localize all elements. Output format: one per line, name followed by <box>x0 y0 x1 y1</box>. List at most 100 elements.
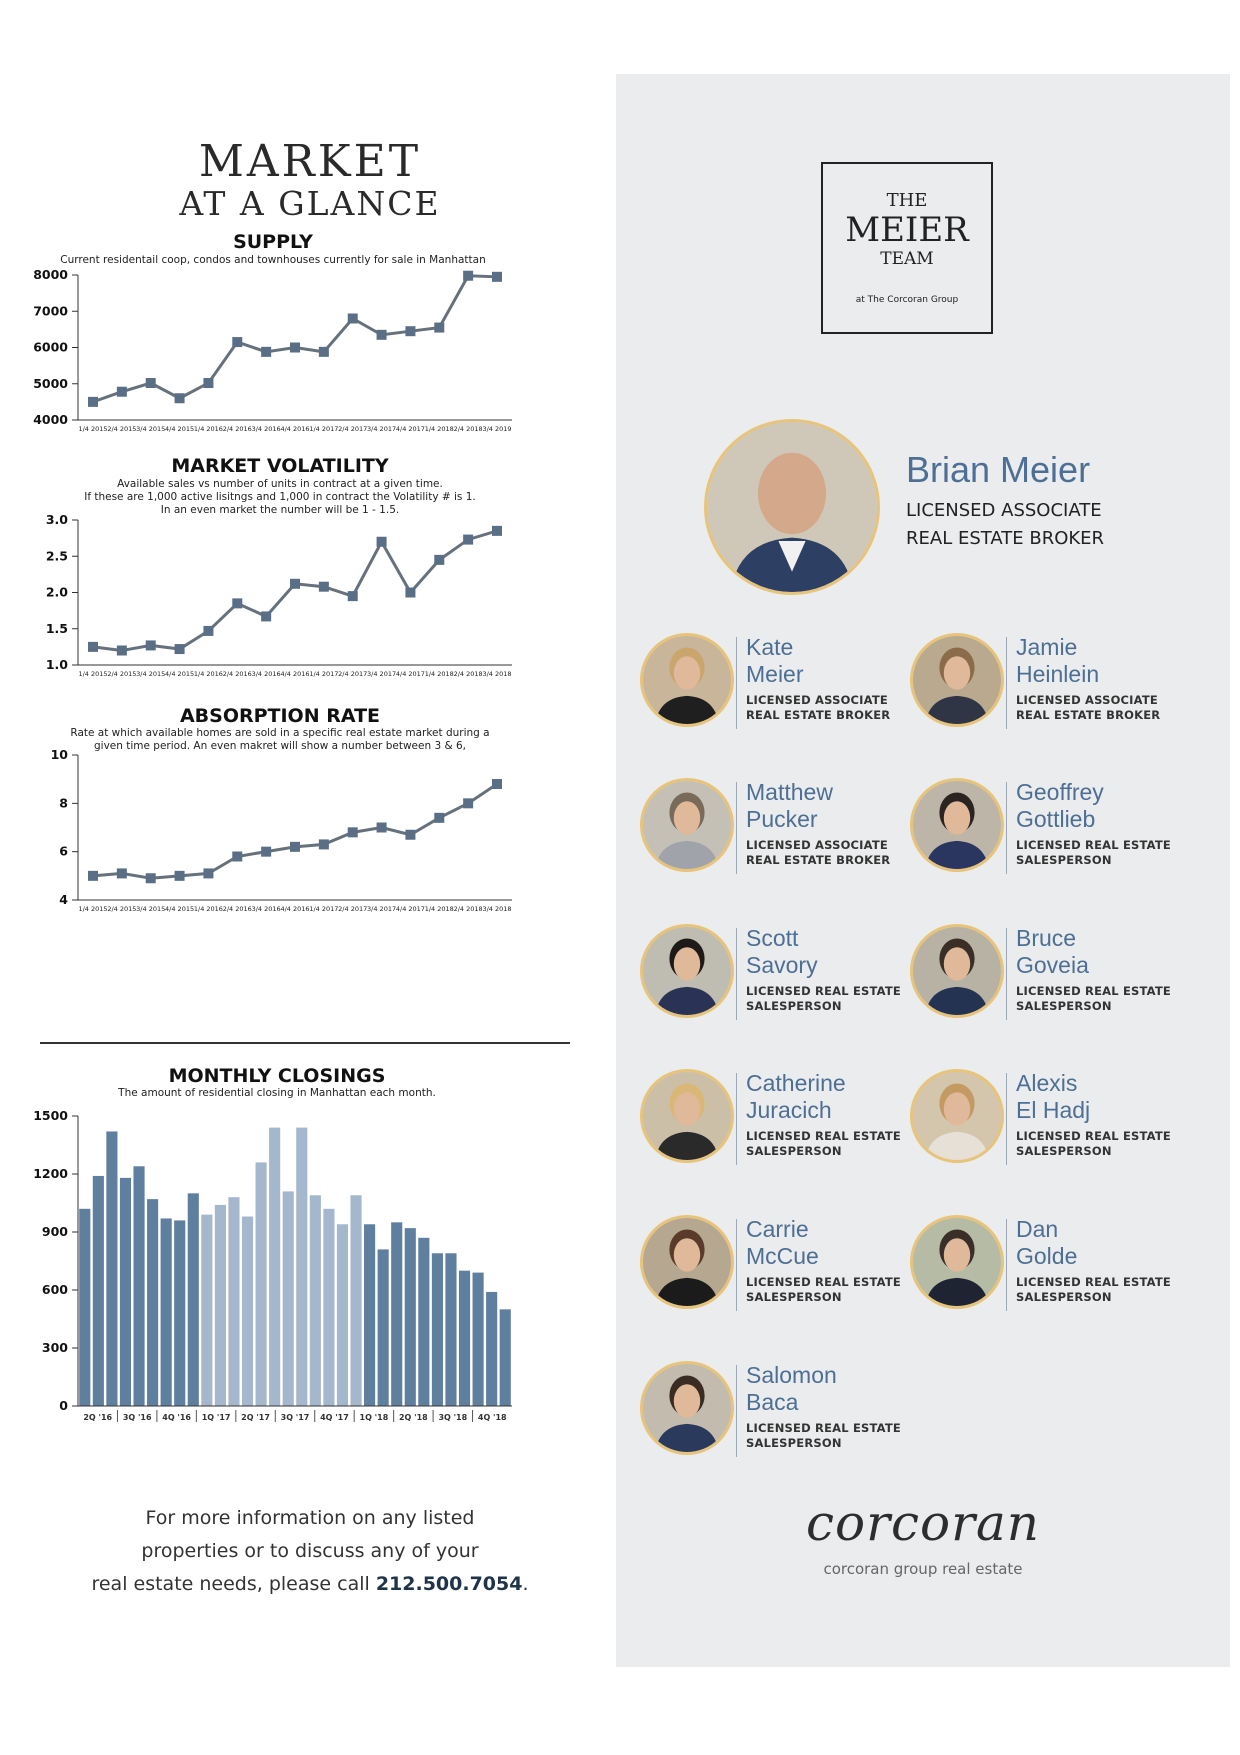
team-member-bruce-goveia: Bruce Goveia LICENSED REAL ESTATE SALESPERS… <box>1016 925 1236 1014</box>
member-title-2: SALESPERSON <box>1016 1290 1112 1304</box>
member-last-name: Baca <box>746 1389 799 1415</box>
bar <box>214 1204 226 1406</box>
member-first-name: Kate <box>746 634 794 660</box>
member-first-name: Bruce <box>1016 925 1077 951</box>
team-member-salomon-baca: Salomon Baca LICENSED REAL ESTATE SALESPERS… <box>746 1362 966 1451</box>
data-point <box>492 525 502 536</box>
x-tick-label: 1/4 2018 <box>425 670 454 678</box>
geoffrey-gottlieb-photo <box>910 778 1004 872</box>
alexis-el-hadj-photo <box>910 1069 1004 1163</box>
corcoran-tagline: corcoran group real estate <box>823 1560 1023 1578</box>
series-line <box>92 782 498 880</box>
photo-separator <box>1006 928 1007 1020</box>
member-first-name: Catherine <box>746 1070 846 1096</box>
bruce-goveia-photo <box>910 924 1004 1018</box>
photo-separator <box>736 1219 737 1311</box>
member-title-2: SALESPERSON <box>746 1144 842 1158</box>
bar <box>431 1253 443 1406</box>
data-point <box>376 536 387 547</box>
member-first-name: Geoffrey <box>1016 779 1104 805</box>
x-tick-label: 3/4 2015 <box>136 670 165 678</box>
member-title-1: LICENSED REAL ESTATE <box>746 1421 901 1435</box>
member-first-name: Salomon <box>746 1362 837 1388</box>
catherine-juracich-photo <box>640 1069 734 1163</box>
x-tick-label: 3/4 2018 <box>482 670 511 678</box>
data-point <box>145 378 156 389</box>
member-title-1: LICENSED ASSOCIATE <box>746 838 888 852</box>
bar <box>364 1224 376 1406</box>
phone-number[interactable]: 212.500.7054 <box>375 1573 523 1595</box>
data-point <box>318 346 329 357</box>
x-tick-label: 4/4 2015 <box>165 905 194 913</box>
x-tick-label: 4Q '16 <box>162 1413 191 1422</box>
data-point <box>463 534 474 545</box>
data-point <box>232 851 243 862</box>
member-title-1: LICENSED REAL ESTATE <box>1016 838 1171 852</box>
meier-team-logo: THE MEIER TEAM at The Corcoran Group <box>821 162 993 334</box>
market-subtitle: AT A GLANCE <box>179 184 441 223</box>
dan-golde-photo <box>910 1215 1004 1309</box>
x-tick-label: 1/4 2015 <box>78 670 107 678</box>
x-tick-label: 2/4 2015 <box>107 670 136 678</box>
x-tick-label: 1/4 2018 <box>425 905 454 913</box>
x-tick-label: 3/4 2017 <box>367 425 396 433</box>
bar <box>458 1270 471 1406</box>
x-tick-label: 3/4 2018 <box>482 905 511 913</box>
bar <box>350 1195 362 1406</box>
bar <box>228 1197 240 1406</box>
data-point <box>145 873 156 884</box>
team-member-carrie-mccue: Carrie McCue LICENSED REAL ESTATE SALESPERS… <box>746 1216 966 1305</box>
member-title-2: SALESPERSON <box>746 1436 842 1450</box>
member-last-name: El Hadj <box>1016 1097 1091 1123</box>
contact-line-3-end: . <box>522 1573 529 1595</box>
data-point <box>492 779 502 789</box>
bar <box>296 1127 308 1406</box>
y-tick-label: 0 <box>59 1398 68 1413</box>
bar <box>269 1127 281 1406</box>
x-tick-label: 1/4 2017 <box>309 905 338 913</box>
chart-subtitle: If these are 1,000 active lisitngs and 1… <box>84 491 476 503</box>
member-title-2: REAL ESTATE BROKER <box>746 853 891 867</box>
data-point <box>174 644 185 655</box>
x-tick-label: 1/4 2017 <box>309 670 338 678</box>
brian-meier-photo <box>704 419 880 595</box>
corcoran-logo: corcoran <box>805 1494 1041 1552</box>
carrie-mccue-photo <box>640 1215 734 1309</box>
x-tick-label: 4/4 2017 <box>396 425 425 433</box>
team-member-kate-meier: Kate Meier LICENSED ASSOCIATE REAL ESTATE B… <box>746 634 966 723</box>
x-tick-label: 1Q '18 <box>360 1413 389 1422</box>
member-title-1: LICENSED REAL ESTATE <box>746 1275 901 1289</box>
bar <box>472 1272 484 1406</box>
member-title-2: REAL ESTATE BROKER <box>746 708 891 722</box>
x-tick-label: 3/4 2016 <box>252 670 281 678</box>
data-point <box>203 625 214 636</box>
x-tick-label: 3Q '17 <box>281 1413 310 1422</box>
x-tick-label: 2/4 2017 <box>338 905 367 913</box>
data-point <box>116 645 127 656</box>
y-tick-label: 3.0 <box>46 512 68 527</box>
bar <box>377 1249 389 1406</box>
data-point <box>145 640 156 651</box>
contact-info: For more information on any listed prope… <box>40 1502 580 1601</box>
x-tick-label: 1/4 2015 <box>78 425 107 433</box>
bar <box>282 1191 294 1406</box>
x-tick-label: 2/4 2018 <box>454 670 483 678</box>
team-member-geoffrey-gottlieb: Geoffrey Gottlieb LICENSED REAL ESTATE SALE… <box>1016 779 1236 868</box>
member-title-2: SALESPERSON <box>746 1290 842 1304</box>
bar <box>187 1193 199 1406</box>
chart-title: SUPPLY <box>233 231 313 253</box>
matthew-pucker-photo <box>640 778 734 872</box>
member-first-name: Alexis <box>1016 1070 1078 1096</box>
y-tick-label: 10 <box>51 747 69 762</box>
member-last-name: Heinlein <box>1016 661 1100 687</box>
y-tick-label: 1.0 <box>46 657 68 672</box>
chart-subtitle: Available sales vs number of units in co… <box>117 478 443 490</box>
data-point <box>261 346 272 357</box>
y-tick-label: 4000 <box>33 412 68 427</box>
kate-meier-photo <box>640 633 734 727</box>
member-title-2: REAL ESTATE BROKER <box>1016 708 1161 722</box>
logo-team: TEAM <box>880 249 934 269</box>
x-tick-label: 1/4 2018 <box>425 425 454 433</box>
x-tick-label: 4/4 2016 <box>280 905 309 913</box>
series-line <box>92 529 498 653</box>
